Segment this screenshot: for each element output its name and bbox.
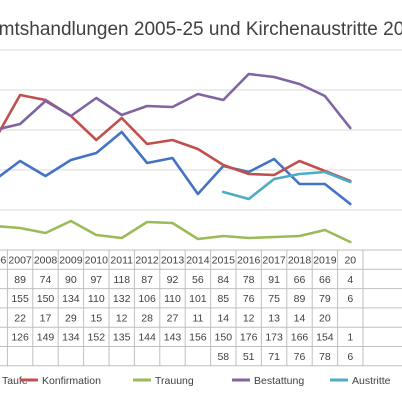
table-cell: 173 [265, 332, 283, 344]
table-year-label: 2013 [161, 255, 185, 267]
table-cell: 12 [116, 312, 128, 324]
legend-label-austritte: Austritte [352, 375, 391, 387]
table-cell: 90 [65, 274, 77, 286]
table-cell: 106 [138, 293, 156, 305]
table-year-label: 2016 [237, 255, 261, 267]
table-cell: 101 [189, 293, 207, 305]
table-year-label: 20 [344, 255, 356, 267]
legend-label-taufe: Taufe [2, 375, 28, 387]
table-year-label: 2015 [212, 255, 236, 267]
table-cell: 118 [113, 274, 130, 286]
table-cell: 29 [65, 312, 77, 324]
table-cell: 132 [113, 293, 131, 305]
table-cell: 75 [268, 293, 280, 305]
table-year-label: 2014 [186, 255, 210, 267]
table-cell: 28 [141, 312, 153, 324]
table-cell: 76 [243, 293, 255, 305]
table-year-label: 2006 [0, 255, 7, 267]
table-cell: 78 [319, 351, 331, 363]
table-year-label: 2011 [110, 255, 133, 267]
series-line-taufe [0, 130, 352, 206]
table-cell: 89 [14, 274, 26, 286]
table-cell: 4 [347, 274, 353, 286]
table-cell: 76 [294, 351, 306, 363]
table-cell: 13 [268, 312, 280, 324]
table-cell: 134 [62, 293, 80, 305]
table-cell: 152 [88, 332, 106, 344]
table-cell: 1 [347, 332, 353, 344]
table-year-label: 2012 [135, 255, 159, 267]
series-line-bestattung [0, 72, 352, 131]
chart-title: Amtshandlungen 2005-25 und Kirchenaustri… [0, 19, 402, 40]
table-cell: 92 [167, 274, 179, 286]
table-cell: 110 [164, 293, 181, 305]
legend-label-bestattung: Bestattung [254, 375, 304, 387]
table-cell: 110 [88, 293, 105, 305]
legend: Taufe Konfirmation Trauung Bestattung Austri… [2, 375, 391, 387]
table-cell: 89 [294, 293, 306, 305]
table-cell: 85 [217, 293, 229, 305]
table-cell: 144 [138, 332, 156, 344]
table-cell: 134 [62, 332, 80, 344]
table-cell: 154 [316, 332, 334, 344]
table-year-label: 2017 [262, 255, 286, 267]
table-cell: 143 [164, 332, 182, 344]
table-cell: 156 [189, 332, 207, 344]
table-cell: 84 [217, 274, 229, 286]
table-cell: 27 [167, 312, 179, 324]
series-line-konfirmation [0, 93, 352, 183]
table-cell: 150 [37, 293, 55, 305]
table-cell: 11 [192, 312, 203, 324]
data-table: 2006200720082009201020112012201320142015… [0, 249, 402, 367]
table-year-label: 2008 [34, 255, 58, 267]
series-lines [0, 72, 352, 244]
table-cell: 149 [37, 332, 55, 344]
table-cell: 6 [347, 351, 353, 363]
table-cell: 87 [141, 274, 153, 286]
table-cell: 97 [90, 274, 102, 286]
table-cell: 135 [113, 332, 131, 344]
table-cell: 71 [268, 351, 280, 363]
table-cell: 155 [11, 293, 29, 305]
table-cell: 22 [14, 312, 26, 324]
table-year-label: 2007 [8, 255, 32, 267]
table-cell: 15 [90, 312, 102, 324]
table-cell: 91 [268, 274, 280, 286]
table-cell: 66 [294, 274, 306, 286]
table-year-label: 2019 [313, 255, 337, 267]
table-year-label: 2018 [288, 255, 312, 267]
table-cell: 166 [291, 332, 309, 344]
table-cell: 17 [40, 312, 52, 324]
table-cell: 12 [243, 312, 255, 324]
table-cell: 51 [243, 351, 255, 363]
series-line-austritte [222, 170, 352, 201]
table-cell: 58 [217, 351, 229, 363]
table-year-label: 2009 [59, 255, 83, 267]
table-cell: 74 [40, 274, 52, 286]
table-cell: 14 [294, 312, 306, 324]
table-cell: 126 [11, 332, 29, 344]
legend-label-konfirmation: Konfirmation [42, 375, 101, 387]
table-cell: 78 [243, 274, 255, 286]
table-cell: 79 [319, 293, 331, 305]
table-cell: 56 [192, 274, 204, 286]
table-cell: 6 [347, 293, 353, 305]
table-cell: 150 [215, 332, 233, 344]
table-cell: 66 [319, 274, 331, 286]
table-cell: 176 [240, 332, 258, 344]
table-cell: 14 [217, 312, 229, 324]
table-year-label: 2010 [85, 255, 109, 267]
table-cell: 20 [319, 312, 331, 324]
series-line-trauung [0, 219, 352, 244]
legend-label-trauung: Trauung [155, 375, 194, 387]
